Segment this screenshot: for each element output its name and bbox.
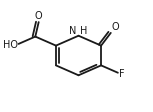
Text: H: H [80, 26, 87, 36]
Text: F: F [119, 68, 125, 78]
Text: O: O [35, 11, 43, 21]
Text: N: N [69, 26, 76, 36]
Text: O: O [112, 22, 119, 32]
Text: HO: HO [3, 40, 18, 50]
